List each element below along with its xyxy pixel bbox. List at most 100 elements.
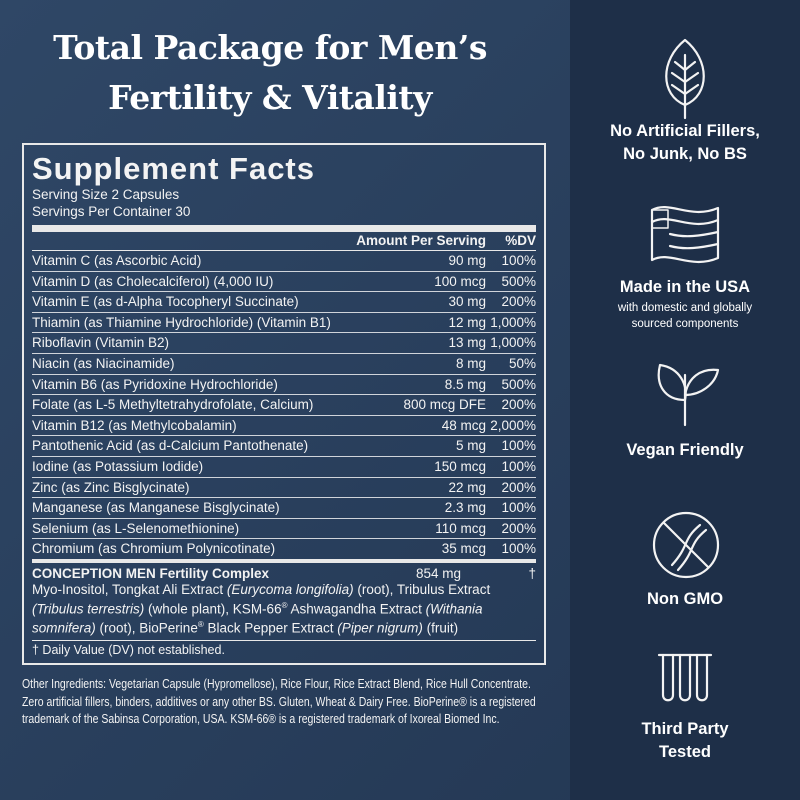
servings-per-container: Servings Per Container 30 [32, 204, 191, 219]
nutrient-row: Iodine (as Potassium Iodide) 150 mcg 100% [32, 457, 536, 478]
nutrient-amount: 5 mg [455, 438, 486, 454]
nutrient-dv: 100% [501, 458, 536, 474]
feature-label: No Junk, No BS [623, 145, 747, 163]
text-line: trademark of the Sabinsa Corporation, US… [22, 712, 500, 726]
other-ingredients: Other Ingredients: Vegetarian Capsule (H… [22, 676, 551, 729]
nutrient-dv: 200% [501, 397, 536, 413]
feature-sublabel: sourced components [631, 318, 739, 330]
nutrient-dv: 100% [501, 253, 536, 268]
nutrient-dv: 1,000% [490, 314, 536, 330]
nutrient-amount: 48 mcg [441, 417, 486, 433]
nutrient-dv: 100% [501, 541, 536, 557]
nutrient-name: Vitamin C (as Ascorbic Acid) [32, 253, 202, 268]
nutrient-dv: 1,000% [490, 335, 536, 351]
title: Total Package for Men’s [53, 28, 487, 67]
nutrient-dv: 200% [501, 479, 536, 495]
nutrient-dv: 500% [501, 376, 536, 392]
nutrient-name: Vitamin E (as d-Alpha Tocopheryl Succina… [32, 294, 299, 310]
nutrient-dv: 500% [501, 273, 536, 289]
nutrient-row: Manganese (as Manganese Bisglycinate) 2.3… [32, 498, 536, 519]
nutrient-row: Vitamin E (as d-Alpha Tocopheryl Succina… [32, 292, 536, 313]
nutrient-amount: 22 mg [448, 479, 486, 495]
description-part: Black Pepper Extract [203, 620, 338, 636]
nutrient-name: Vitamin B6 (as Pyridoxine Hydrochloride) [32, 376, 278, 392]
nutrient-dv: 2,000% [490, 417, 536, 433]
nutrient-name: Zinc (as Zinc Bisglycinate) [32, 479, 190, 495]
description-part: Ashwagandha Extract [287, 601, 426, 617]
nutrient-name: Vitamin D (as Cholecalciferol) (4,000 IU… [32, 273, 274, 289]
nutrient-name: Chromium (as Chromium Polynicotinate) [32, 541, 276, 557]
nutrient-amount: 150 mcg [434, 458, 486, 474]
flag-icon [650, 206, 720, 264]
feature-label: Vegan Friendly [626, 441, 744, 459]
text-line: Zero artificial fillers, binders, additi… [22, 694, 536, 709]
complex-dv: † [528, 565, 536, 581]
description-part: ® [197, 620, 204, 630]
nutrient-row: Riboflavin (Vitamin B2) 13 mg 1,000% [32, 333, 536, 354]
feature-sublabel: with domestic and globally [617, 302, 753, 314]
feature-label: Third Party [641, 720, 729, 738]
description-part: (whole plant), KSM-66 [144, 601, 282, 617]
nutrient-name: Riboflavin (Vitamin B2) [32, 335, 170, 351]
leaf-icon [665, 38, 705, 120]
nutrient-row: Vitamin B12 (as Methylcobalamin) 48 mcg 2,… [32, 416, 536, 437]
nutrient-name: Manganese (as Manganese Bisglycinate) [32, 500, 280, 516]
nutrient-name: Vitamin B12 (as Methylcobalamin) [32, 417, 237, 433]
description-part: (Piper nigrum) [337, 620, 423, 636]
nutrient-amount: 8.5 mg [444, 376, 486, 392]
facts-title: Supplement Facts [32, 151, 315, 186]
nutrient-name: Niacin (as Niacinamide) [32, 355, 175, 371]
nutrient-row: Pantothenic Acid (as d-Calcium Pantothen… [32, 436, 536, 457]
nutrient-name: Folate (as L-5 Methyltetrahydrofolate, C… [32, 397, 314, 413]
nutrient-dv: 100% [501, 500, 536, 516]
complex-amount: 854 mg [416, 565, 462, 581]
footnote: † Daily Value (DV) not established. [32, 639, 536, 659]
nutrient-row: Vitamin B6 (as Pyridoxine Hydrochloride)… [32, 375, 536, 396]
text-line: Other Ingredients: Vegetarian Capsule (H… [22, 677, 531, 691]
description-part: Myo-Inositol, Tongkat Ali Extract [32, 581, 227, 597]
nutrient-row: Selenium (as L-Selenomethionine) 110 mcg 2… [32, 519, 536, 540]
nutrient-amount: 2.3 mg [444, 500, 486, 516]
dv-header: %DV [505, 233, 536, 248]
nutrient-amount: 35 mcg [441, 541, 486, 557]
nutrient-amount: 12 mg [448, 314, 486, 330]
title: Fertility & Vitality [108, 78, 432, 117]
description-part: ® [281, 600, 288, 610]
nutrient-name: Thiamin (as Thiamine Hydrochloride) (Vit… [32, 314, 331, 330]
nutrient-dv: 100% [501, 438, 536, 454]
nutrient-amount: 30 mg [448, 294, 486, 310]
column-header: Amount Per Serving %DV [32, 225, 536, 251]
leaves-icon [657, 363, 720, 427]
description-part: (root), BioPerine [95, 620, 198, 636]
feature-label: Made in the USA [619, 278, 751, 296]
description-part: (Tribulus terrestris) [32, 601, 145, 617]
feature-label: Non GMO [646, 590, 724, 608]
nutrient-name: Selenium (as L-Selenomethionine) [32, 520, 240, 536]
serving-size: Serving Size 2 Capsules [32, 187, 180, 202]
amount-header: Amount Per Serving [356, 233, 486, 248]
nutrient-row: Niacin (as Niacinamide) 8 mg 50% [32, 354, 536, 375]
nutrient-amount: 90 mg [448, 253, 486, 268]
nutrient-dv: 200% [501, 294, 536, 310]
supplement-facts: Supplement Facts Serving Size 2 Capsules… [22, 143, 546, 665]
description-part: (fruit) [422, 620, 459, 636]
nutrient-amount: 8 mg [455, 355, 486, 371]
nutrient-row: Vitamin C (as Ascorbic Acid) 90 mg 100% [32, 251, 536, 272]
nutrient-dv: 50% [508, 355, 536, 371]
description-part: (Withania somnifera) [32, 601, 483, 636]
complex-description: Myo-Inositol, Tongkat Ali Extract (Euryc… [32, 582, 536, 637]
nutrient-name: Pantothenic Acid (as d-Calcium Pantothen… [32, 438, 309, 454]
test-tubes-icon [657, 653, 713, 702]
feature-label: Tested [659, 743, 711, 761]
nutrient-dv: 200% [501, 520, 536, 536]
nutrient-row: Vitamin D (as Cholecalciferol) (4,000 IU… [32, 272, 536, 293]
nutrient-amount: 800 mcg DFE [403, 397, 486, 413]
feature-label: No Artificial Fillers, [610, 122, 760, 140]
nutrient-amount: 100 mcg [434, 273, 486, 289]
nutrient-name: Iodine (as Potassium Iodide) [32, 458, 204, 474]
nutrient-row: Thiamin (as Thiamine Hydrochloride) (Vit… [32, 313, 536, 334]
nutrient-row: Folate (as L-5 Methyltetrahydrofolate, C… [32, 395, 536, 416]
description-part: (Eurycoma longifolia) [226, 581, 354, 597]
